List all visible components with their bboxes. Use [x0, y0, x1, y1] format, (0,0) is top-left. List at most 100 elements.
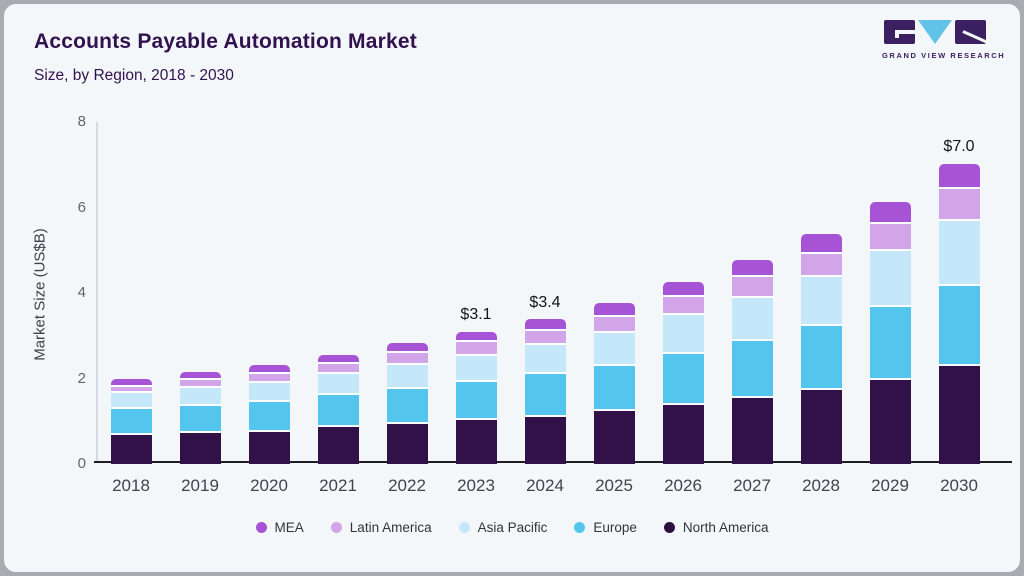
- bar-segment-europe: [248, 401, 290, 432]
- bar-value-label-2030: $7.0: [943, 138, 975, 156]
- legend-item-europe: Europe: [574, 520, 637, 535]
- bar-segment-north-america: [524, 416, 566, 464]
- bar-2021: [317, 354, 359, 464]
- chart-legend: MEA Latin America Asia Pacific Europe North …: [4, 520, 1020, 535]
- x-tick-2021: 2021: [319, 476, 357, 495]
- bar-2023: [455, 331, 497, 464]
- bar-segment-latin-america: [110, 386, 152, 394]
- bar-segment-latin-america: [248, 373, 290, 383]
- legend-dot-north-america: [663, 522, 675, 533]
- y-tick-2: 2: [77, 369, 86, 387]
- bar-segment-latin-america: [317, 363, 359, 374]
- y-tick-4: 4: [77, 284, 86, 301]
- x-tick-2024: 2024: [526, 476, 564, 495]
- bar-segment-mea: [386, 343, 428, 354]
- bar-segment-asia-pacific: [455, 355, 497, 383]
- bar-2024: [524, 319, 566, 464]
- bar-segment-north-america: [110, 434, 152, 464]
- bar-2030: [938, 163, 980, 464]
- gvr-logo: GRAND VIEW RESEARCH: [882, 20, 1004, 64]
- bar-segment-mea: [455, 331, 497, 342]
- x-tick-2028: 2028: [802, 476, 840, 495]
- bar-segment-north-america: [179, 432, 221, 464]
- bar-segment-europe: [731, 341, 773, 399]
- bar-segment-asia-pacific: [179, 387, 221, 407]
- bar-segment-latin-america: [593, 316, 635, 334]
- legend-label-asia-pacific: Asia Pacific: [477, 520, 548, 535]
- bar-segment-europe: [524, 373, 566, 417]
- bar-2026: [662, 282, 704, 464]
- x-tick-2019: 2019: [181, 476, 219, 495]
- bar-segment-latin-america: [800, 253, 842, 278]
- bar-segment-asia-pacific: [110, 393, 152, 409]
- bar-segment-europe: [800, 325, 842, 390]
- bar-segment-latin-america: [731, 276, 773, 299]
- x-tick-2026: 2026: [664, 476, 702, 495]
- bar-segment-latin-america: [455, 341, 497, 356]
- bar-segment-asia-pacific: [869, 250, 911, 307]
- bar-segment-mea: [662, 282, 704, 298]
- y-axis-line: [96, 122, 98, 463]
- bar-value-label-2024: $3.4: [529, 294, 561, 312]
- bar-2028: [800, 234, 842, 464]
- bar-segment-mea: [524, 319, 566, 332]
- bar-2019: [179, 372, 221, 464]
- legend-item-asia-pacific: Asia Pacific: [458, 520, 548, 535]
- bar-segment-asia-pacific: [248, 382, 290, 402]
- bar-segment-mea: [179, 372, 221, 381]
- bar-segment-mea: [938, 163, 980, 190]
- bar-segment-europe: [662, 353, 704, 405]
- bar-value-label-2023: $3.1: [460, 306, 492, 324]
- bar-segment-mea: [317, 354, 359, 364]
- bar-2025: [593, 302, 635, 464]
- bar-segment-mea: [869, 201, 911, 225]
- bar-segment-europe: [593, 365, 635, 412]
- x-tick-2027: 2027: [733, 476, 771, 495]
- page-title: Accounts Payable Automation Market: [34, 30, 417, 53]
- x-tick-2020: 2020: [250, 476, 288, 495]
- bar-2018: [110, 379, 152, 464]
- bar-segment-latin-america: [524, 331, 566, 346]
- report-card: Accounts Payable Automation Market Size,…: [4, 4, 1020, 572]
- y-tick-8: 8: [77, 113, 86, 130]
- legend-label-europe: Europe: [593, 520, 637, 535]
- legend-dot-europe: [574, 522, 586, 533]
- bar-segment-north-america: [662, 404, 704, 464]
- bar-segment-latin-america: [662, 297, 704, 316]
- bar-segment-europe: [386, 389, 428, 424]
- bar-segment-asia-pacific: [938, 220, 980, 286]
- bar-segment-mea: [731, 260, 773, 277]
- bar-2022: [386, 343, 428, 464]
- legend-label-north-america: North America: [682, 520, 769, 535]
- x-tick-2029: 2029: [871, 476, 909, 495]
- y-tick-6: 6: [77, 198, 86, 216]
- bar-segment-europe: [455, 382, 497, 420]
- bar-segment-north-america: [248, 431, 290, 464]
- bar-2027: [731, 260, 773, 464]
- bar-segment-asia-pacific: [662, 315, 704, 354]
- x-tick-2022: 2022: [388, 476, 426, 495]
- page-subtitle: Size, by Region, 2018 - 2030: [34, 67, 234, 84]
- legend-item-mea: MEA: [255, 520, 304, 535]
- x-tick-2018: 2018: [112, 476, 150, 495]
- logo-v-triangle-icon: [918, 20, 952, 44]
- bar-segment-north-america: [455, 419, 497, 464]
- legend-dot-asia-pacific: [458, 522, 470, 533]
- bar-segment-mea: [593, 302, 635, 317]
- bar-segment-latin-america: [386, 353, 428, 365]
- bar-segment-north-america: [938, 365, 980, 464]
- bar-2029: [869, 201, 911, 464]
- bar-segment-north-america: [731, 398, 773, 464]
- bar-segment-asia-pacific: [731, 298, 773, 342]
- bar-segment-mea: [110, 379, 152, 387]
- legend-item-latin-america: Latin America: [330, 520, 432, 535]
- bar-segment-north-america: [317, 426, 359, 464]
- bar-segment-mea: [800, 234, 842, 254]
- legend-dot-latin-america: [330, 522, 342, 533]
- bar-segment-mea: [248, 364, 290, 374]
- bar-segment-latin-america: [869, 224, 911, 251]
- y-tick-0: 0: [77, 455, 86, 472]
- bar-segment-europe: [317, 394, 359, 427]
- logo-g-block: [884, 20, 915, 44]
- bar-segment-latin-america: [938, 189, 980, 221]
